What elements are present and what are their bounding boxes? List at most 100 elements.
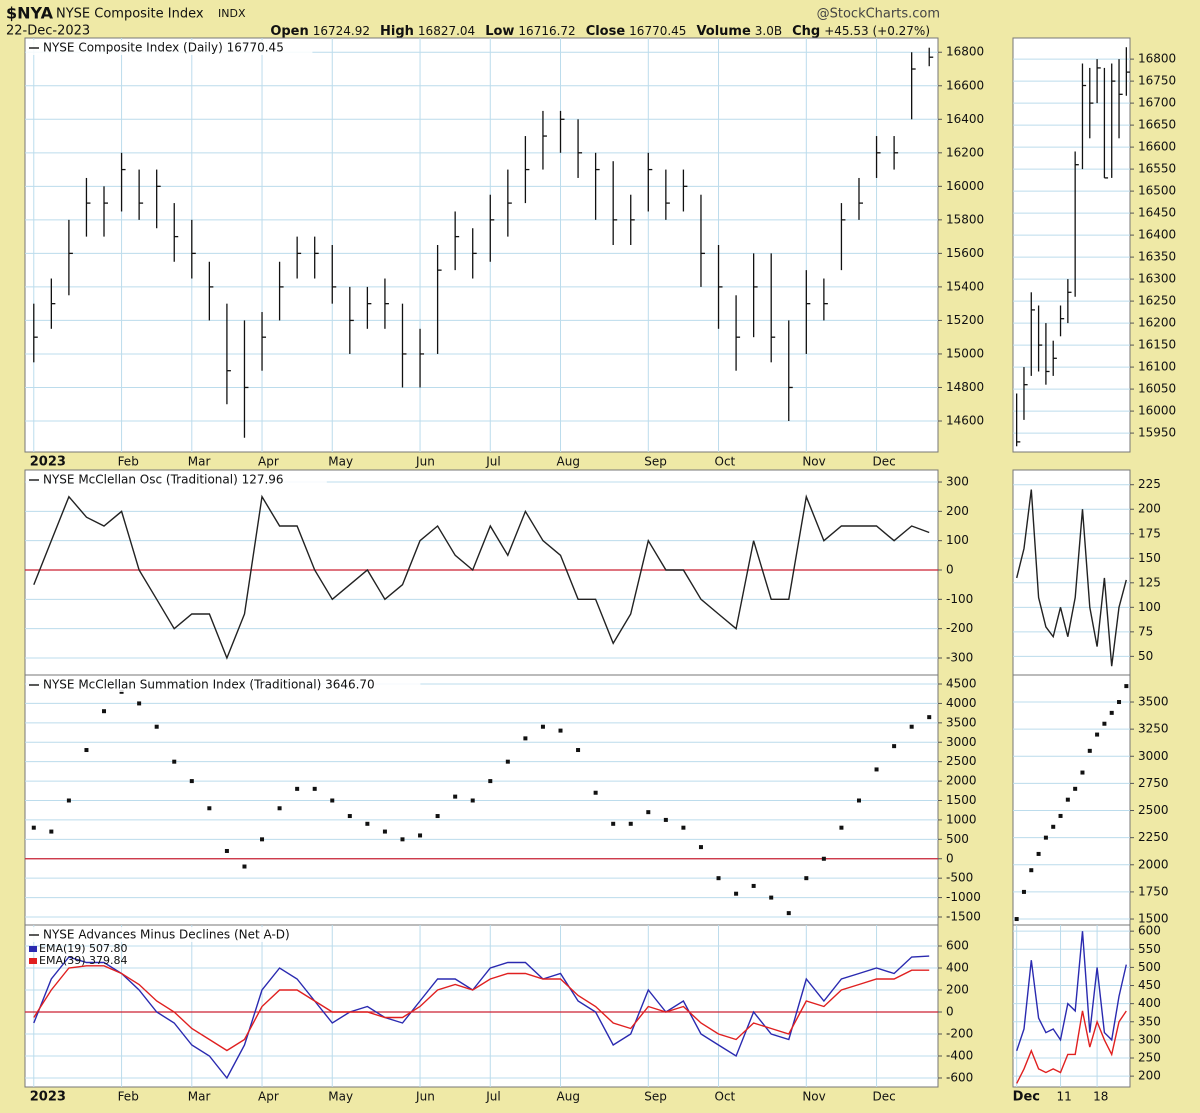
dot <box>189 779 194 784</box>
dot <box>804 876 809 881</box>
date: 22-Dec-2023 <box>6 24 90 39</box>
y-tick-label: 125 <box>1138 575 1161 589</box>
dot <box>1021 889 1026 894</box>
x-tick-label: Jun <box>415 1090 435 1104</box>
x-tick-label: Sep <box>644 1090 667 1104</box>
x-tick-label: May <box>328 1090 353 1104</box>
dot <box>400 837 405 842</box>
y-tick-label: 14800 <box>946 380 984 394</box>
x-tick-label: Mar <box>188 455 211 469</box>
x-tick-label: Oct <box>715 455 736 469</box>
y-tick-label: 300 <box>1138 1032 1161 1046</box>
y-tick-label: 16150 <box>1138 338 1176 352</box>
dot <box>347 814 352 819</box>
y-tick-label: 16400 <box>1138 228 1176 242</box>
y-tick-label: 3250 <box>1138 722 1169 736</box>
y-tick-label: 16700 <box>1138 96 1176 110</box>
x-tick-label: Aug <box>557 455 580 469</box>
y-tick-label: 3500 <box>1138 695 1169 709</box>
dot <box>260 837 265 842</box>
dot <box>593 790 598 795</box>
dot <box>909 724 914 729</box>
y-tick-label: 1750 <box>1138 884 1169 898</box>
dot <box>312 786 317 791</box>
dot <box>786 911 791 916</box>
dot <box>523 736 528 741</box>
y-tick-label: 200 <box>946 982 969 996</box>
x-tick-label: 11 <box>1057 1090 1072 1104</box>
y-tick-label: 1500 <box>946 793 977 807</box>
y-tick-label: 16550 <box>1138 162 1176 176</box>
y-tick-label: 400 <box>946 961 969 975</box>
quote-label: Close <box>586 24 626 39</box>
panel-title: NYSE Composite Index (Daily) 16770.45 <box>43 41 284 55</box>
y-tick-label: 3000 <box>946 735 977 749</box>
y-tick-label: 75 <box>1138 624 1153 638</box>
y-tick-label: 100 <box>1138 600 1161 614</box>
y-tick-label: 14600 <box>946 413 984 427</box>
dot <box>137 701 142 706</box>
y-tick-label: 16800 <box>946 45 984 59</box>
y-tick-label: 550 <box>1138 942 1161 956</box>
y-tick-label: -500 <box>946 871 973 885</box>
dot <box>1029 868 1034 873</box>
dot <box>1117 700 1122 705</box>
x-tick-label: Mar <box>188 1090 211 1104</box>
series-line <box>33 494 930 660</box>
y-tick-label: -1500 <box>946 910 981 924</box>
series-line <box>1016 931 1127 1052</box>
y-tick-label: 200 <box>946 504 969 518</box>
source: @StockCharts.com <box>817 7 940 22</box>
dot <box>1051 824 1056 829</box>
dot <box>1073 786 1078 791</box>
y-tick-label: 0 <box>946 563 954 577</box>
dot <box>1065 797 1070 802</box>
y-tick-label: 0 <box>946 851 954 865</box>
y-tick-label: 16600 <box>1138 140 1176 154</box>
index-name: NYSE Composite Index <box>56 7 204 22</box>
quote-value: 16827.04 <box>418 24 475 38</box>
dot <box>1102 721 1107 726</box>
y-tick-label: 600 <box>946 939 969 953</box>
series-line <box>1016 1010 1127 1084</box>
legend-entry: EMA(19) 507.80 <box>39 942 128 955</box>
panel-title: NYSE Advances Minus Declines (Net A-D) <box>43 928 290 942</box>
x-tick-label: Dec <box>1013 1090 1040 1105</box>
y-tick-label: 2500 <box>1138 803 1169 817</box>
y-tick-label: 16600 <box>946 78 984 92</box>
x-tick-label: May <box>328 455 353 469</box>
y-tick-label: 16500 <box>1138 184 1176 198</box>
dot <box>1109 710 1114 715</box>
dot <box>66 798 71 803</box>
dot <box>84 748 89 753</box>
dot <box>453 794 458 799</box>
dot <box>1043 835 1048 840</box>
title-bg <box>26 927 320 942</box>
x-tick-label: Oct <box>715 1090 736 1104</box>
dot <box>751 883 756 888</box>
quote-line: Open 16724.92 High 16827.04 Low 16716.72 Close… <box>270 24 930 39</box>
dot <box>663 817 668 822</box>
y-tick-label: 500 <box>946 832 969 846</box>
symbol: $NYA <box>6 4 54 23</box>
dot <box>365 821 370 826</box>
x-tick-label: Apr <box>258 455 279 469</box>
y-tick-label: 250 <box>1138 1051 1161 1065</box>
panel-title: NYSE McClellan Summation Index (Traditio… <box>43 678 375 692</box>
quote-value: 16724.92 <box>313 24 370 38</box>
series-line <box>1016 489 1127 667</box>
quote-value: +45.53 (+0.27%) <box>824 24 930 38</box>
y-tick-label: 600 <box>1138 924 1161 938</box>
panel <box>1012 37 1131 453</box>
dot <box>576 748 581 753</box>
y-tick-label: 16300 <box>1138 272 1176 286</box>
dot <box>1058 813 1063 818</box>
dot <box>435 814 440 819</box>
panel <box>24 924 939 1088</box>
dot <box>470 798 475 803</box>
y-tick-label: 16100 <box>1138 360 1176 374</box>
y-tick-label: 2000 <box>1138 857 1169 871</box>
panel <box>1012 924 1131 1088</box>
dot <box>382 829 387 834</box>
dot <box>734 891 739 896</box>
